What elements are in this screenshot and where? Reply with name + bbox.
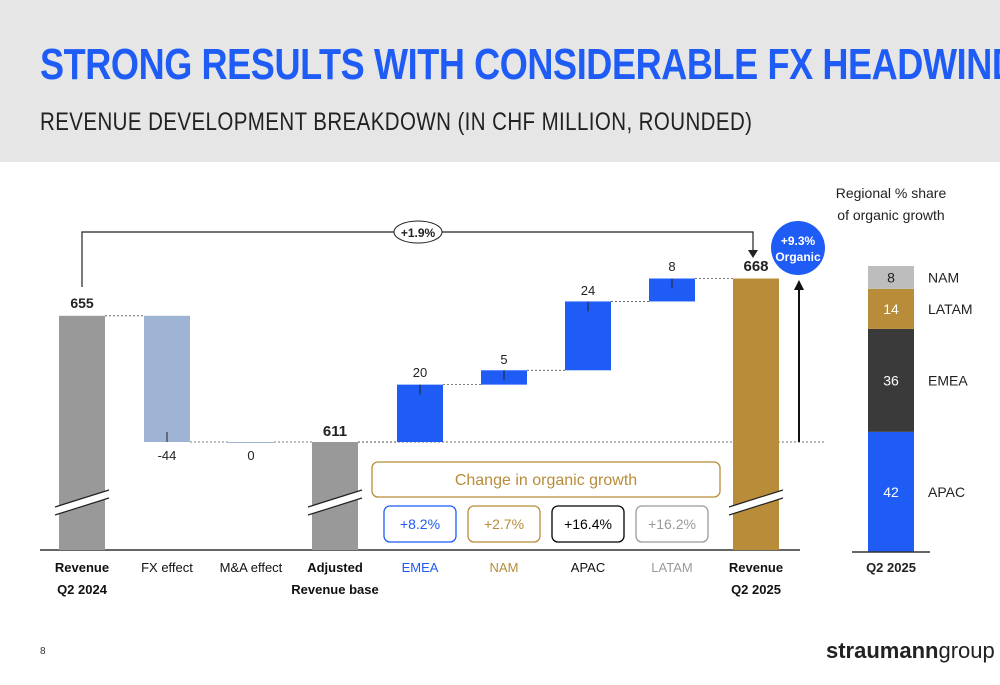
x-tick-label: Revenue base	[291, 582, 378, 597]
x-tick-label: Revenue	[55, 560, 109, 575]
stacked-segment-value: 8	[887, 269, 895, 285]
axis-break-line	[54, 489, 110, 508]
stacked-legend-label: APAC	[928, 484, 965, 500]
x-tick-label: NAM	[490, 560, 519, 575]
stacked-legend-label: EMEA	[928, 372, 968, 388]
bar-m-a-effect	[228, 442, 274, 443]
stacked-segment-emea	[868, 328, 914, 432]
x-tick-label: LATAM	[651, 560, 692, 575]
stacked-legend-label: LATAM	[928, 301, 973, 317]
data-label: -44	[158, 448, 177, 463]
data-label: 668	[743, 258, 768, 275]
organic-change-label: +16.2%	[648, 516, 696, 532]
page-subtitle: REVENUE DEVELOPMENT BREAKDOWN (IN CHF MI…	[40, 108, 753, 136]
stacked-segment-latam	[868, 288, 914, 329]
page-title: STRONG RESULTS WITH CONSIDERABLE FX HEAD…	[40, 40, 1000, 89]
organic-change-pill	[635, 505, 709, 543]
organic-change-pill	[467, 505, 541, 543]
data-label: 20	[413, 365, 427, 380]
organic-change-label: +8.2%	[400, 516, 440, 532]
bracket-label: +1.9%	[401, 226, 436, 240]
organic-growth-box-title: Change in organic growth	[455, 472, 637, 489]
axis-break-line	[728, 489, 784, 508]
logo-bold-text: straumann	[826, 638, 939, 663]
axis-break-line	[728, 497, 784, 516]
stacked-chart-title: Regional % share	[836, 185, 947, 201]
bracket-label-ellipse	[393, 220, 443, 244]
organic-change-pill	[551, 505, 625, 543]
x-tick-label: EMEA	[402, 560, 439, 575]
stacked-segment-value: 14	[883, 301, 899, 317]
bracket-arrowhead	[748, 250, 758, 258]
organic-change-label: +2.7%	[484, 516, 524, 532]
stacked-segment-value: 36	[883, 372, 899, 388]
axis-break-gap	[729, 490, 783, 515]
bar-fx-effect	[144, 315, 190, 442]
stacked-segment-value: 42	[883, 484, 899, 500]
axis-break-gap	[308, 490, 362, 515]
data-label: 24	[581, 283, 595, 298]
organic-arrowhead	[794, 280, 804, 290]
axis-break-line	[307, 497, 363, 516]
organic-badge-line1: +9.3%	[781, 234, 816, 248]
x-tick-label: FX effect	[141, 560, 193, 575]
axis-break-line	[54, 497, 110, 516]
organic-badge-line2: Organic	[775, 250, 821, 264]
header-band: STRONG RESULTS WITH CONSIDERABLE FX HEAD…	[0, 0, 1000, 162]
x-tick-label: APAC	[571, 560, 605, 575]
x-tick-label: Adjusted	[307, 560, 363, 575]
data-label: 8	[668, 259, 675, 274]
organic-change-label: +16.4%	[564, 516, 612, 532]
bar-latam	[649, 278, 695, 302]
stacked-segment-nam	[868, 266, 914, 289]
axis-break-gap	[55, 490, 109, 515]
stacked-segment-apac	[868, 431, 914, 552]
data-label: 5	[500, 352, 507, 367]
x-tick-label: Q2 2024	[57, 582, 108, 597]
x-tick-label: Revenue	[729, 560, 783, 575]
axis-break-line	[307, 489, 363, 508]
organic-change-pill	[383, 505, 457, 543]
logo-light-text: group	[938, 638, 995, 663]
stacked-legend-label: NAM	[928, 269, 959, 285]
stacked-chart-title: of organic growth	[837, 207, 944, 223]
x-tick-label: M&A effect	[220, 560, 283, 575]
organic-growth-box	[371, 461, 721, 498]
straumann-logo: straumanngroup	[826, 638, 995, 664]
x-tick-label: Q2 2025	[731, 582, 781, 597]
organic-badge	[771, 221, 825, 275]
stacked-category-label: Q2 2025	[866, 560, 916, 575]
data-label: 655	[70, 295, 94, 311]
data-label: 0	[247, 448, 254, 463]
bar-revenue-q2-2024	[59, 315, 105, 550]
bar-apac	[565, 301, 611, 371]
data-label: 611	[323, 423, 347, 440]
page-number: 8	[40, 646, 46, 657]
